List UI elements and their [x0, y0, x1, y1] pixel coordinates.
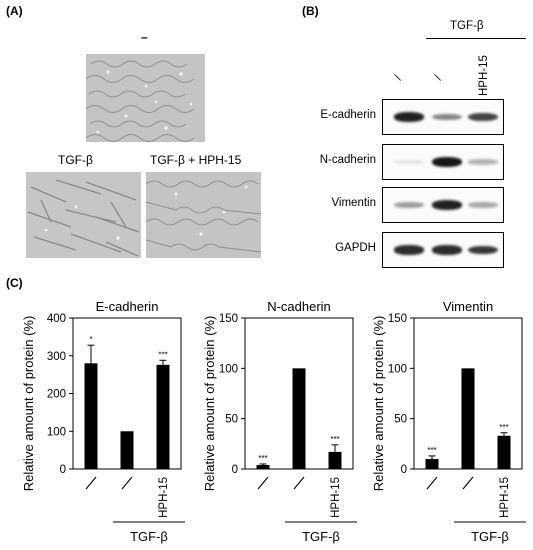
y-tick-label: 50 [394, 414, 407, 426]
blot-band [394, 201, 424, 209]
y-tick-label: 100 [219, 363, 238, 375]
bar [497, 435, 511, 469]
blot-band [468, 112, 498, 122]
significance-mark: *** [427, 446, 436, 455]
y-tick-label: 200 [47, 389, 66, 401]
x-tick-label: HPH-15 [499, 477, 511, 518]
bar [156, 364, 170, 469]
blot-row-label: Vimentin [331, 197, 376, 209]
micrograph-control-texture [86, 54, 205, 142]
blot-band [432, 245, 462, 255]
x-tick-label-slash [426, 476, 438, 490]
panel-b-label: (B) [302, 4, 319, 18]
x-tick-label-slash [121, 476, 133, 490]
blot-band [468, 159, 498, 165]
blot-treatment-line [426, 38, 526, 39]
group-label: TGF-β [130, 529, 168, 544]
y-tick-label: 300 [47, 351, 66, 363]
x-tick-label-slash [257, 476, 269, 490]
panel-a-tgf-caption: TGF-β [58, 153, 93, 167]
blot-band [394, 245, 424, 255]
blot-band [394, 159, 424, 165]
blot-band [468, 245, 498, 255]
blot-row [382, 99, 504, 135]
significance-mark: *** [330, 435, 339, 444]
y-tick-label: 100 [388, 363, 407, 375]
x-tick-label-slash [293, 476, 305, 490]
blot-row [382, 144, 504, 180]
significance-mark: *** [499, 423, 508, 432]
y-tick-label: 0 [232, 464, 238, 476]
micrograph-tgf [26, 172, 141, 258]
group-label: TGF-β [471, 529, 509, 544]
micrograph-control [86, 54, 205, 142]
y-tick-label: 400 [47, 313, 66, 325]
significance-mark: * [89, 335, 92, 344]
bar [425, 458, 439, 469]
x-tick-label: HPH-15 [158, 477, 170, 518]
bar [120, 431, 134, 469]
chart-title: E-cadherin [96, 299, 159, 314]
blot-row-label: GAPDH [335, 242, 376, 254]
blot-band [432, 113, 462, 121]
blot-band [394, 112, 424, 122]
x-tick-label-slash [85, 476, 97, 490]
y-axis-label: Relative amount of protein (%) [202, 316, 217, 492]
bar [84, 363, 98, 469]
blot-band [432, 200, 462, 210]
group-label: TGF-β [302, 529, 340, 544]
x-tick-label-slash [462, 476, 474, 490]
significance-mark: *** [158, 350, 167, 359]
panel-a-control-caption: – [141, 30, 148, 44]
bar [328, 451, 342, 469]
bar [461, 368, 475, 469]
y-axis-label: Relative amount of protein (%) [21, 316, 36, 492]
blot-row-label: N-cadherin [319, 154, 376, 166]
chart-title: N-cadherin [267, 299, 331, 314]
bar [292, 368, 306, 469]
blot-row-label: E-cadherin [320, 109, 376, 121]
y-tick-label: 0 [401, 464, 407, 476]
panel-a-hph-caption: TGF-β + HPH-15 [150, 153, 242, 167]
y-tick-label: 150 [388, 313, 407, 325]
blot-row [382, 232, 504, 268]
chart-title: Vimentin [443, 299, 493, 314]
y-tick-label: 50 [225, 414, 238, 426]
y-tick-label: 100 [47, 426, 66, 438]
micrograph-tgf-texture [26, 172, 141, 258]
panel-c-label: (C) [6, 276, 23, 290]
blot-row [382, 187, 504, 223]
micrograph-tgf-hph15 [146, 172, 261, 258]
y-axis-label: Relative amount of protein (%) [371, 316, 386, 492]
micrograph-tgf-hph15-texture [146, 172, 261, 258]
bar [256, 464, 270, 469]
y-tick-label: 0 [60, 464, 66, 476]
blot-band [432, 157, 462, 167]
panel-a-label: (A) [6, 4, 23, 18]
blot-band [468, 202, 498, 208]
significance-mark: *** [258, 454, 267, 463]
y-tick-label: 150 [219, 313, 238, 325]
x-tick-label: HPH-15 [330, 477, 342, 518]
blot-treatment-header: TGF-β [450, 20, 484, 32]
